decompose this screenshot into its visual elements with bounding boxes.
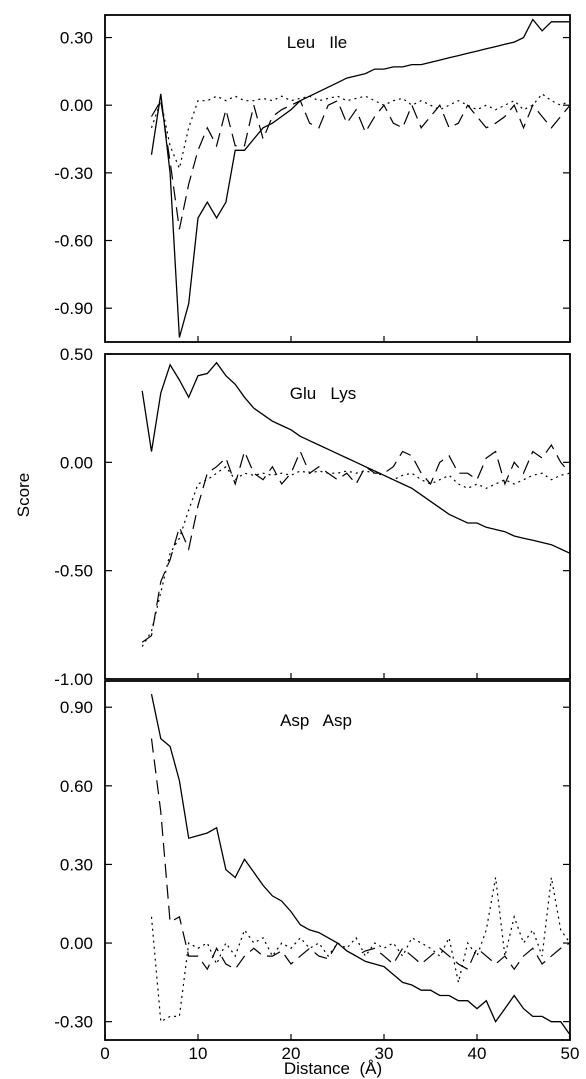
panel-title: Glu Lys	[290, 384, 356, 403]
y-axis-title: Score	[14, 473, 33, 517]
panel-title: Leu Ile	[287, 33, 348, 52]
y-tick-label: -0.50	[54, 562, 93, 581]
y-tick-label: 0.00	[60, 96, 93, 115]
x-axis-title: Distance (Å)	[284, 1059, 382, 1078]
panel-frame	[104, 680, 571, 1041]
y-tick-label: 0.30	[60, 29, 93, 48]
series-line-solid	[141, 361, 571, 554]
y-tick-label: 0.50	[60, 345, 93, 364]
series-line-dashed	[150, 98, 571, 230]
panel-leu-ile: Leu Ile 0.30 0.00 -0.30 -0.60 -0.90	[54, 14, 571, 343]
panel-asp-asp: Asp Asp 0.90 0.60 0.30 0.00 -0.30 0 10 20 30 40 50	[54, 680, 580, 1063]
panel-frame	[104, 14, 571, 343]
y-tick-label: -0.90	[54, 299, 93, 318]
x-tick-label: 10	[189, 1044, 208, 1063]
x-tick-label: 30	[375, 1044, 394, 1063]
panel-title: Asp Asp	[280, 711, 352, 730]
panel-frame	[104, 353, 571, 680]
panel-glu-lys: Glu Lys 0.50 0.00 -0.50 -1.00	[54, 345, 571, 689]
series-line-dashed	[141, 443, 571, 643]
y-tick-label: 0.60	[60, 777, 93, 796]
y-tick-label: -1.00	[54, 670, 93, 689]
y-tick-label: -0.30	[54, 1013, 93, 1032]
x-tick-label: 50	[561, 1044, 580, 1063]
series-line-dashed	[150, 738, 571, 971]
y-tick-label: -0.60	[54, 232, 93, 251]
y-tick-label: -0.30	[54, 164, 93, 183]
y-tick-label: 0.00	[60, 934, 93, 953]
x-tick-label: 40	[468, 1044, 487, 1063]
y-tick-label: 0.90	[60, 698, 93, 717]
series-line-dotted	[150, 877, 571, 1023]
x-tick-label: 0	[100, 1044, 109, 1063]
x-tick-label: 20	[282, 1044, 301, 1063]
y-tick-label: 0.30	[60, 855, 93, 874]
series-line-dotted	[150, 93, 571, 171]
y-tick-label: 0.00	[60, 453, 93, 472]
series-line-solid	[150, 693, 571, 1036]
series-line-solid	[150, 18, 570, 338]
series-line-dotted	[141, 465, 571, 647]
